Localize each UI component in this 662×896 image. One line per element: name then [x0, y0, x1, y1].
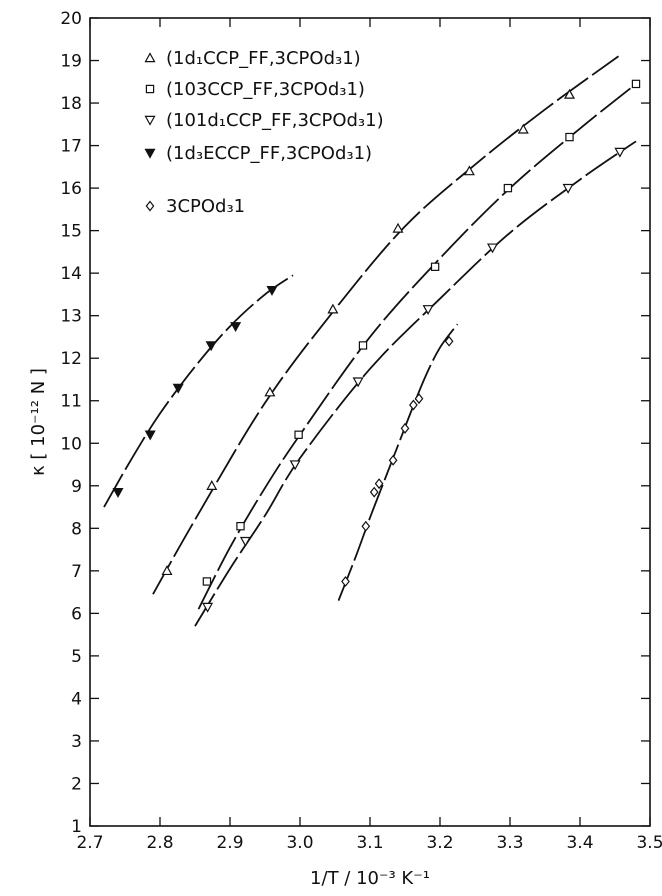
legend-marker-3 — [144, 148, 156, 159]
x-tick-label: 3.5 — [636, 833, 662, 853]
data-markers — [112, 79, 641, 613]
y-tick-label: 11 — [60, 392, 82, 412]
x-tick-label: 3.3 — [496, 833, 523, 853]
data-point-series-1 — [565, 132, 574, 142]
y-tick-label: 10 — [60, 434, 82, 454]
legend-marker-4 — [145, 200, 155, 212]
y-tick-label: 7 — [71, 562, 82, 582]
data-point-series-4 — [400, 422, 410, 434]
data-point-series-2 — [289, 460, 301, 471]
legend-marker-0 — [144, 52, 156, 63]
x-tick-label: 3.4 — [566, 833, 593, 853]
data-point-series-3 — [205, 341, 217, 352]
legend-marker-2 — [144, 115, 156, 126]
axis-ticks — [89, 17, 651, 827]
y-axis-label: κ [ 10⁻¹² N ] — [28, 368, 49, 476]
data-point-series-2 — [486, 243, 499, 254]
y-tick-label: 1 — [71, 817, 82, 837]
data-point-series-3 — [172, 383, 184, 394]
data-point-series-1 — [236, 521, 245, 531]
data-point-series-3 — [112, 487, 124, 498]
data-point-series-1 — [202, 577, 212, 586]
legend-label-0: (1d₁CCP_FF,3CPOd₃1) — [166, 48, 361, 69]
fit-curve-series-2 — [194, 140, 637, 627]
data-point-series-3 — [144, 430, 156, 441]
data-point-series-4 — [369, 486, 379, 498]
fit-curve-series-0 — [152, 55, 620, 595]
data-point-series-0 — [264, 386, 276, 397]
data-point-series-4 — [409, 399, 418, 411]
data-point-series-1 — [503, 183, 513, 193]
y-tick-label: 8 — [71, 519, 82, 539]
data-point-series-0 — [206, 480, 218, 490]
data-point-series-0 — [517, 123, 529, 134]
data-point-series-2 — [422, 305, 434, 316]
y-tick-label: 18 — [60, 94, 82, 114]
y-tick-label: 4 — [71, 689, 82, 709]
y-tick-label: 15 — [60, 222, 82, 242]
x-tick-label: 3.0 — [286, 833, 313, 853]
y-tick-label: 3 — [71, 732, 82, 752]
data-point-series-0 — [563, 88, 576, 99]
data-point-series-1 — [430, 262, 440, 271]
data-point-series-0 — [463, 165, 475, 176]
fit-curve-series-3 — [103, 274, 294, 508]
legend-label-3: (1d₃ECCP_FF,3CPOd₃1) — [166, 143, 372, 164]
legend-marker-1 — [145, 84, 155, 94]
y-tick-label: 9 — [71, 477, 82, 497]
data-point-series-1 — [358, 341, 368, 350]
y-tick-label: 16 — [60, 179, 82, 199]
y-tick-label: 20 — [60, 9, 82, 29]
x-tick-label: 2.7 — [76, 833, 103, 853]
data-point-series-2 — [352, 377, 364, 388]
y-tick-label: 5 — [71, 647, 82, 667]
data-point-series-3 — [266, 285, 278, 296]
fit-curves — [103, 55, 637, 627]
data-point-series-0 — [392, 222, 404, 233]
data-point-series-2 — [239, 536, 251, 547]
data-point-series-4 — [361, 520, 371, 532]
x-tick-label: 2.9 — [216, 833, 243, 853]
data-point-series-4 — [414, 393, 424, 405]
x-tick-label: 2.8 — [146, 833, 173, 853]
data-point-series-4 — [388, 454, 398, 466]
legend-label-2: (101d₁CCP_FF,3CPOd₃1) — [166, 110, 384, 131]
data-point-series-3 — [230, 322, 242, 333]
x-axis-label: 1/T / 10⁻³ K⁻¹ — [310, 868, 430, 889]
data-point-series-0 — [161, 565, 173, 576]
legend-label-1: (103CCP_FF,3CPOd₃1) — [166, 79, 365, 100]
y-tick-label: 2 — [71, 774, 82, 794]
data-point-series-1 — [294, 430, 303, 439]
y-tick-label: 13 — [60, 307, 82, 327]
data-point-series-2 — [614, 147, 626, 158]
legend: (1d₁CCP_FF,3CPOd₃1) (103CCP_FF,3CPOd₃1) (1… — [144, 48, 384, 217]
data-point-series-2 — [562, 183, 574, 194]
fit-curve-series-4 — [337, 323, 459, 601]
data-point-series-0 — [327, 303, 339, 314]
y-tick-label: 19 — [60, 52, 82, 72]
tick-labels: 2.7 2.8 2.9 3.0 3.1 3.2 3.3 3.4 3.51234567891011… — [60, 9, 662, 853]
x-tick-label: 3.1 — [356, 833, 383, 853]
data-point-series-4 — [444, 335, 454, 347]
data-point-series-4 — [341, 576, 350, 587]
y-tick-label: 17 — [60, 137, 82, 157]
data-point-series-1 — [631, 79, 641, 89]
data-point-series-2 — [202, 602, 214, 613]
y-tick-label: 12 — [60, 349, 82, 369]
y-tick-label: 6 — [71, 604, 82, 624]
x-tick-label: 3.2 — [426, 833, 453, 853]
y-tick-label: 14 — [60, 264, 82, 284]
legend-label-4: 3CPOd₃1 — [166, 196, 245, 217]
data-point-series-4 — [374, 478, 384, 490]
